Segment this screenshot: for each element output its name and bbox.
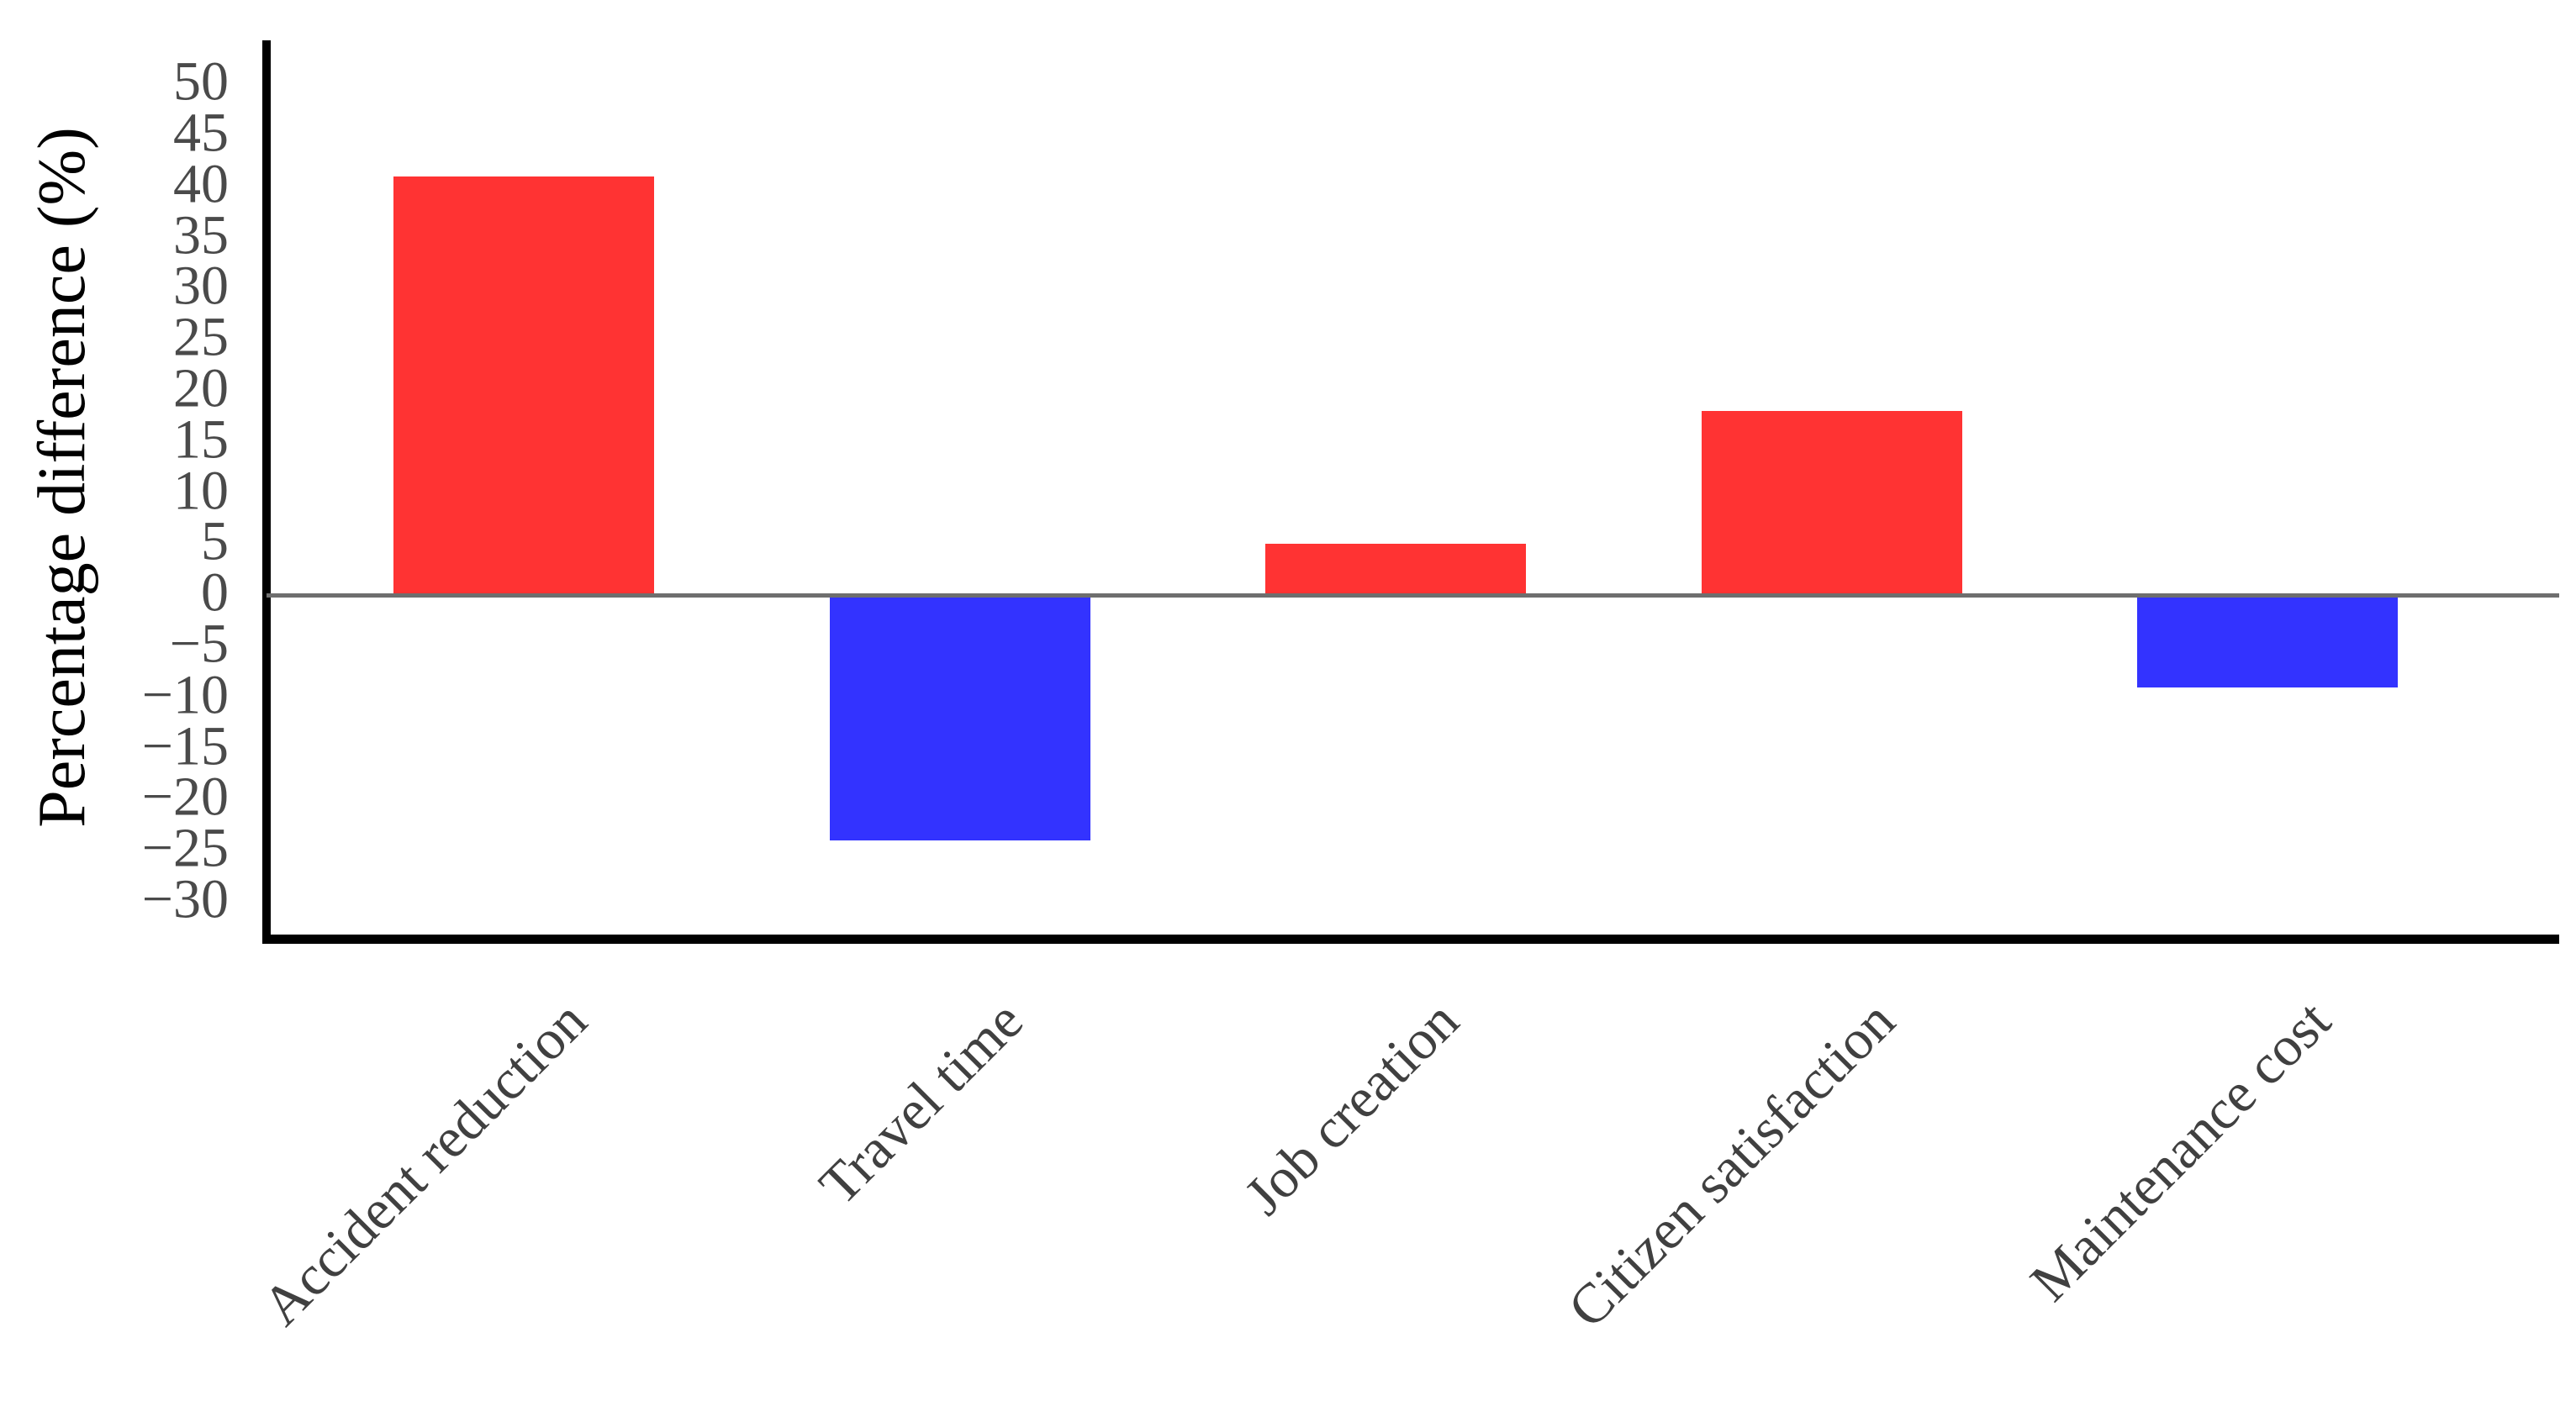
y-axis-spine — [262, 40, 271, 944]
y-tick-label: −5 — [169, 613, 229, 675]
bar-maintenance-cost — [2137, 595, 2398, 687]
y-tick-label: 0 — [201, 561, 229, 624]
x-axis-spine — [262, 935, 2559, 944]
y-tick-label: −15 — [141, 714, 229, 777]
x-tick-label-job-creation: Job creation — [1233, 989, 1471, 1227]
y-tick-label: 50 — [173, 50, 229, 113]
y-axis-label: Percentage difference (%) — [25, 127, 99, 828]
bar-travel-time — [829, 595, 1090, 841]
y-tick-label: −30 — [141, 868, 229, 930]
y-tick-label: −25 — [141, 817, 229, 879]
x-tick-label-travel-time: Travel time — [807, 989, 1035, 1217]
y-tick-label: 45 — [173, 102, 229, 164]
zero-baseline — [267, 593, 2559, 598]
y-tick-label: 10 — [173, 460, 229, 522]
y-tick-label: 20 — [173, 357, 229, 419]
bar-citizen-satisfaction — [1701, 411, 1962, 596]
y-tick-label: 30 — [173, 255, 229, 317]
y-tick-label: 15 — [173, 408, 229, 471]
y-tick-label: 5 — [201, 510, 229, 572]
bar-accident-reduction — [393, 176, 654, 596]
x-tick-label-accident-reduction: Accident reduction — [251, 989, 599, 1338]
y-tick-label: 40 — [173, 153, 229, 215]
y-tick-label: 25 — [173, 306, 229, 368]
y-tick-label: −20 — [141, 766, 229, 828]
y-tick-label: −10 — [141, 664, 229, 726]
bar-job-creation — [1265, 544, 1526, 596]
y-tick-label: 35 — [173, 204, 229, 266]
x-tick-label-maintenance-cost: Maintenance cost — [2019, 989, 2343, 1314]
x-tick-label-citizen-satisfaction: Citizen satisfaction — [1556, 989, 1907, 1340]
